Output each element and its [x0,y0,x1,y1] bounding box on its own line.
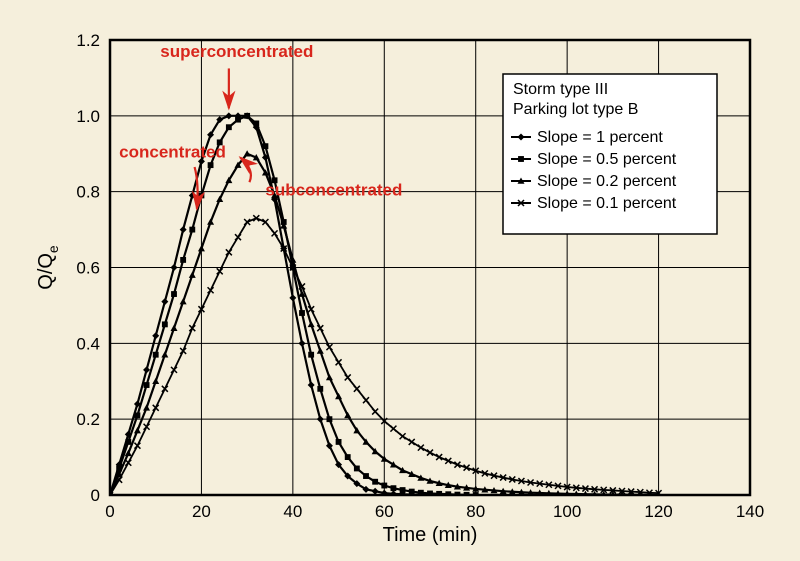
svg-text:Storm type III: Storm type III [513,81,608,98]
svg-text:1.2: 1.2 [76,31,100,50]
svg-text:Slope = 0.5 percent: Slope = 0.5 percent [537,151,677,168]
annotation-subconcentrated: subconcentrated [265,180,402,199]
svg-text:80: 80 [466,502,485,521]
svg-text:60: 60 [375,502,394,521]
svg-text:100: 100 [553,502,581,521]
svg-text:Time (min): Time (min) [383,524,478,546]
svg-text:0: 0 [105,502,114,521]
svg-text:Slope = 0.1 percent: Slope = 0.1 percent [537,195,677,212]
svg-text:20: 20 [192,502,211,521]
svg-text:1.0: 1.0 [76,107,100,126]
svg-text:0: 0 [91,486,100,505]
svg-text:0.6: 0.6 [76,259,100,278]
svg-text:0.2: 0.2 [76,410,100,429]
svg-text:40: 40 [283,502,302,521]
svg-text:0.4: 0.4 [76,334,100,353]
runoff-chart: 0 20 40 60 80 100 120 140 0 0.2 0.4 0.6 0.8 1.0 1.2 Tim… [0,0,800,561]
svg-text:120: 120 [644,502,672,521]
svg-text:Parking lot type B: Parking lot type B [513,101,638,118]
annotation-concentrated: concentrated [119,143,226,162]
svg-text:Slope = 1 percent: Slope = 1 percent [537,129,663,146]
annotation-superconcentrated: superconcentrated [160,42,313,61]
svg-text:Slope = 0.2 percent: Slope = 0.2 percent [537,173,677,190]
legend: Storm type III Parking lot type B Slope = … [503,74,717,234]
svg-text:140: 140 [736,502,764,521]
svg-text:0.8: 0.8 [76,183,100,202]
